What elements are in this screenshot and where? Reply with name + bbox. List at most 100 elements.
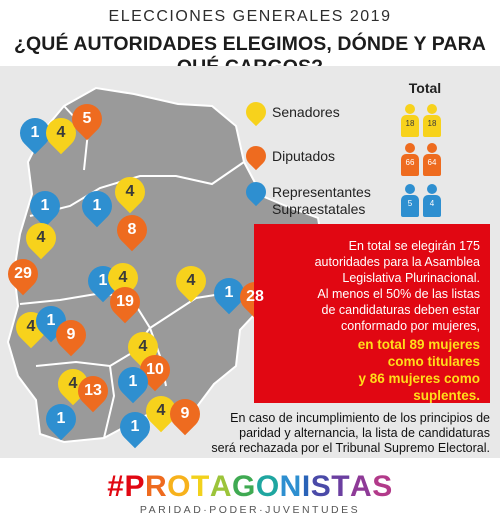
total-value: 18	[423, 115, 441, 137]
person-icon: 64	[422, 143, 442, 177]
highlight-line: como titulares	[387, 354, 480, 369]
protagonistas-logo: #PROTAGONISTAS	[0, 470, 500, 504]
map-marker: 1	[81, 259, 125, 303]
marker-value: 28	[246, 288, 264, 305]
info-highlight: en total 89 mujeres como titulares y 86 …	[280, 336, 480, 404]
person-icon: 5	[400, 184, 420, 218]
marker-value: 1	[130, 418, 140, 435]
info-text: En total se elegirán 175 autoridades par…	[260, 238, 480, 334]
legend-label-line: Representantes	[272, 184, 371, 200]
map-marker: 4	[19, 216, 63, 260]
person-icon: 66	[400, 143, 420, 177]
logo-letter: A	[350, 470, 373, 503]
map-marker: 1	[113, 405, 157, 449]
info-line: conformado por mujeres,	[341, 319, 480, 333]
marker-value: 10	[146, 361, 164, 378]
person-icon: 18	[422, 104, 442, 138]
legend-label: Diputados	[272, 148, 336, 164]
warning-line: paridad y alternancia, la lista de candi…	[239, 426, 490, 440]
map-marker: 1	[207, 271, 251, 315]
map-marker: 28	[233, 275, 277, 319]
logo-letter: R	[144, 470, 168, 503]
logo-letter: I	[301, 470, 311, 503]
marker-value: 9	[180, 405, 190, 422]
logo-letter: T	[190, 470, 210, 503]
marker-value: 4	[156, 402, 166, 419]
logo-letter: S	[310, 470, 332, 503]
map-marker: 1	[29, 299, 73, 343]
total-value: 5	[401, 195, 419, 217]
warning-text: En caso de incumplimiento de los princip…	[210, 411, 490, 456]
info-box: En total se elegirán 175 autoridades par…	[254, 224, 490, 403]
logo-letter: O	[167, 470, 191, 503]
logo-letter: P	[124, 470, 145, 503]
map-marker: 5	[65, 97, 109, 141]
map-marker: 4	[39, 111, 83, 155]
person-icon: 18	[400, 104, 420, 138]
map-marker: 9	[49, 313, 93, 357]
marker-value: 4	[125, 183, 135, 200]
logo-letter: S	[372, 470, 393, 503]
map-marker: 4	[121, 325, 165, 369]
total-value: 64	[423, 154, 441, 176]
legend-label: Senadores	[272, 104, 340, 120]
info-line: autoridades para la Asamblea	[314, 255, 480, 269]
highlight-line: suplentes.	[413, 388, 480, 403]
person-icon: 4	[422, 184, 442, 218]
marker-value: 4	[26, 318, 36, 335]
marker-value: 1	[92, 197, 102, 214]
marker-value: 1	[224, 284, 234, 301]
marker-value: 13	[84, 382, 102, 399]
marker-value: 4	[68, 375, 78, 392]
map-marker: 4	[51, 362, 95, 406]
marker-value: 9	[66, 326, 76, 343]
marker-value: 5	[82, 110, 92, 127]
marker-value: 19	[116, 293, 134, 310]
map-marker: 4	[9, 305, 53, 349]
blue-pin-icon	[241, 177, 271, 207]
logo-letter: T	[331, 470, 351, 503]
map-marker: 13	[71, 369, 115, 413]
map-marker: 10	[133, 348, 177, 392]
map-marker: 9	[163, 392, 207, 436]
logo-letter: A	[209, 470, 232, 503]
info-line: de candidaturas deben estar	[321, 303, 480, 317]
total-value: 18	[401, 115, 419, 137]
map-marker: 1	[23, 184, 67, 228]
map-marker: 4	[139, 389, 183, 433]
map-marker: 1	[39, 397, 83, 441]
legend-label: Representantes Supraestatales	[272, 184, 371, 218]
map-marker: 29	[1, 252, 45, 296]
marker-value: 8	[127, 221, 137, 238]
map-marker: 1	[75, 184, 119, 228]
marker-value: 1	[46, 312, 56, 329]
marker-value: 1	[30, 124, 40, 141]
logo-letter: G	[231, 470, 256, 503]
election-supertitle: ELECCIONES GENERALES 2019	[108, 8, 392, 25]
map-marker: 19	[103, 280, 147, 324]
legend-total-header: Total	[408, 80, 442, 96]
marker-value: 1	[128, 373, 138, 390]
info-line: Al menos el 50% de las listas	[317, 287, 480, 301]
map-marker: 1	[111, 360, 155, 404]
logo-letter: O	[255, 470, 280, 503]
total-value: 66	[401, 154, 419, 176]
info-line: Legislativa Plurinacional.	[342, 271, 480, 285]
orange-pin-icon	[241, 141, 271, 171]
map-marker: 8	[110, 208, 154, 252]
marker-value: 29	[14, 265, 32, 282]
marker-value: 1	[40, 197, 50, 214]
marker-value: 4	[118, 269, 128, 286]
logo-tagline: PARIDAD·PODER·JUVENTUDES	[139, 504, 361, 516]
marker-value: 4	[56, 124, 66, 141]
marker-value: 4	[186, 272, 196, 289]
marker-value: 4	[36, 229, 46, 246]
warning-line: será rechazada por el Tribunal Supremo E…	[211, 441, 490, 455]
info-line: En total se elegirán 175	[348, 239, 480, 253]
yellow-pin-icon	[241, 97, 271, 127]
map-marker: 4	[108, 170, 152, 214]
marker-value: 1	[98, 272, 108, 289]
logo-hashtag: #	[107, 470, 125, 503]
legend-label-line: Supraestatales	[272, 201, 366, 217]
map-marker: 4	[101, 256, 145, 300]
